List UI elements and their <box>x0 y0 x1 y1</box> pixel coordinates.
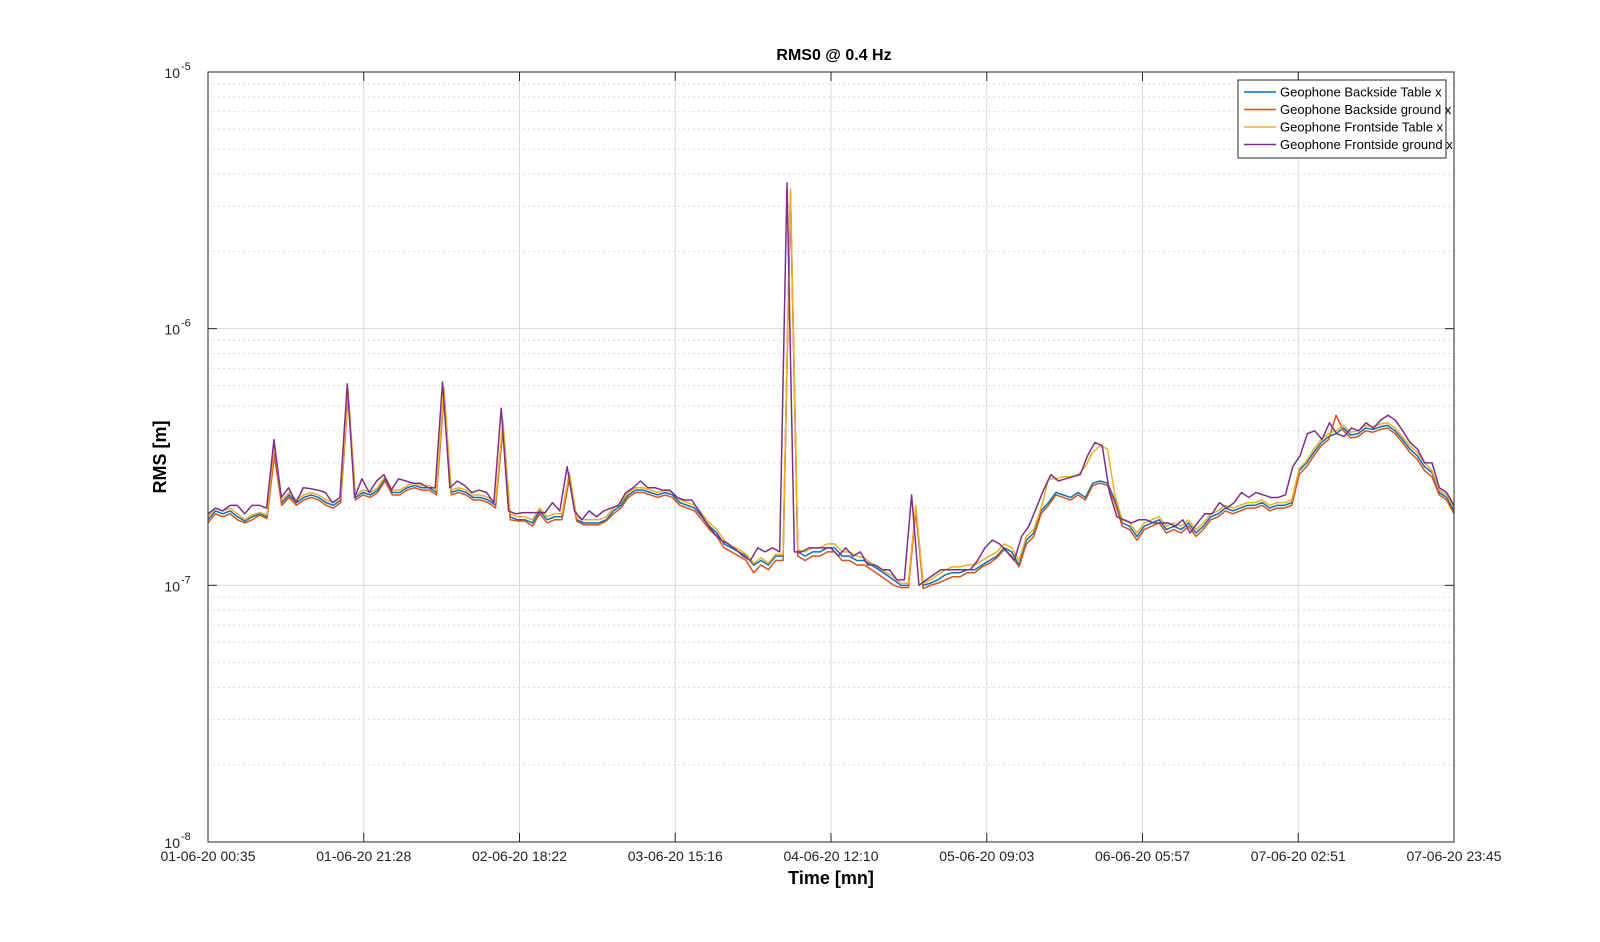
x-tick-label: 01-06-20 21:28 <box>316 848 411 864</box>
y-tick-label: 10 <box>164 65 180 81</box>
y-tick-label: 10 <box>164 835 180 851</box>
y-tick-exponent: -6 <box>181 318 191 330</box>
legend-entry: Geophone Backside Table x <box>1280 85 1442 100</box>
chart-title: RMS0 @ 0.4 Hz <box>776 47 891 64</box>
x-tick-label: 04-06-20 12:10 <box>784 848 879 864</box>
y-tick-label: 10 <box>164 578 180 594</box>
x-tick-label: 06-06-20 05:57 <box>1095 848 1190 864</box>
y-tick-labels: 10-810-710-610-5 <box>164 61 190 851</box>
x-tick-label: 03-06-20 15:16 <box>628 848 723 864</box>
major-grid <box>207 71 1455 843</box>
x-tick-label: 05-06-20 09:03 <box>939 848 1034 864</box>
axis-ticks <box>207 71 1455 843</box>
y-axis-label: RMS [m] <box>150 421 170 494</box>
legend-entry: Geophone Frontside ground x <box>1280 137 1453 152</box>
legend-entry: Geophone Backside ground x <box>1280 102 1452 117</box>
x-tick-label: 02-06-20 18:22 <box>472 848 567 864</box>
x-axis-label: Time [mn] <box>788 868 874 888</box>
legend: Geophone Backside Table x Geophone Backsi… <box>1237 79 1453 159</box>
y-tick-exponent: -5 <box>181 61 191 73</box>
x-tick-label: 07-06-20 02:51 <box>1251 848 1346 864</box>
y-tick-exponent: -7 <box>181 574 191 586</box>
legend-entry: Geophone Frontside Table x <box>1280 120 1444 135</box>
series-layer <box>207 182 1455 590</box>
series-line-4 <box>207 182 1455 587</box>
x-tick-labels: 01-06-20 00:35 01-06-20 21:28 02-06-20 18:… <box>161 848 1502 864</box>
x-tick-label: 07-06-20 23:45 <box>1407 848 1502 864</box>
y-tick-label: 10 <box>164 322 180 338</box>
x-tick-label: 01-06-20 00:35 <box>161 848 256 864</box>
series-line-2 <box>207 194 1455 590</box>
y-tick-exponent: -8 <box>181 831 191 843</box>
